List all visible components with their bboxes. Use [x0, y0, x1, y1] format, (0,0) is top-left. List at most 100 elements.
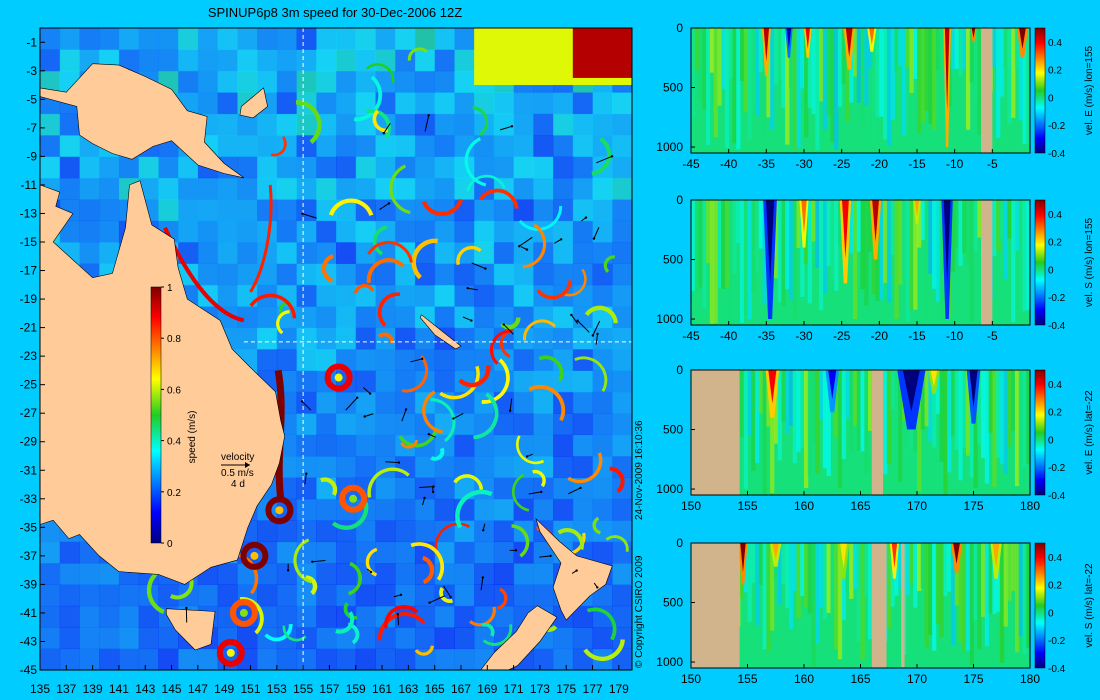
speed-cell: [336, 28, 357, 50]
section-texture: [698, 200, 703, 288]
speed-cell: [257, 156, 278, 179]
section-column-core: [1019, 28, 1026, 49]
section-colorbar-label: 0.2: [1048, 408, 1062, 419]
section-texture: [743, 543, 748, 593]
arrow-head: [570, 313, 573, 317]
section-texture: [724, 28, 730, 148]
section-texture: [755, 200, 760, 273]
speed-cell: [99, 627, 120, 650]
arrow-head: [592, 237, 596, 240]
velocity-arrow: [453, 412, 464, 419]
speed-cell: [493, 242, 515, 264]
speed-cell: [336, 284, 357, 307]
section-panel: 150 155 160 165 170 175 180 0 500 1000 0.4 0.2 0 -0.2…: [656, 363, 1095, 513]
speed-cell: [375, 263, 396, 286]
section-texture: [913, 200, 918, 310]
speed-cell: [336, 177, 357, 200]
speed-cell: [336, 584, 357, 607]
speed-cell: [513, 199, 534, 222]
x-tick-label: 145: [162, 682, 182, 696]
section-texture: [950, 370, 956, 437]
speed-cell: [316, 434, 337, 457]
speed-cell: [138, 156, 159, 179]
speed-cell: [316, 28, 337, 50]
section-texture: [969, 28, 974, 83]
speed-cell: [40, 28, 61, 50]
speed-cell: [572, 434, 594, 457]
speed-cell: [158, 49, 179, 72]
speed-cell: [138, 648, 159, 671]
speed-cell: [493, 306, 515, 329]
speed-cell: [355, 391, 376, 414]
section-texture: [935, 200, 941, 302]
speed-cell: [493, 284, 515, 307]
section-colorbar-label: 0.4: [1048, 38, 1062, 49]
speed-cell: [217, 242, 238, 264]
speed-cell: [572, 135, 594, 157]
section-texture: [822, 370, 828, 469]
speed-cell: [592, 434, 613, 457]
speed-cell: [474, 135, 495, 157]
speed-cell: [513, 563, 534, 585]
eddy-ring: [339, 484, 368, 513]
speed-cell: [296, 541, 317, 564]
section-texture: [856, 200, 861, 252]
speed-cell: [513, 92, 534, 115]
section-texture: [800, 543, 805, 597]
speed-cell: [197, 70, 219, 93]
filament: [343, 602, 358, 620]
filament: [557, 528, 584, 551]
speed-cell: [336, 648, 357, 671]
speed-cell: [316, 349, 337, 371]
speed-cell: [553, 220, 574, 243]
arrow-head: [591, 334, 595, 337]
velocity-arrow: [539, 555, 551, 558]
speed-cell: [59, 563, 80, 585]
section-texture: [860, 543, 865, 660]
speed-cell: [474, 242, 495, 264]
speed-cell: [454, 434, 475, 457]
section-texture: [834, 28, 839, 150]
speed-cell: [217, 263, 238, 286]
filament: [458, 365, 491, 388]
speed-cell: [118, 28, 140, 50]
section-texture: [1026, 28, 1031, 143]
filament: [538, 355, 564, 382]
speed-cell: [79, 563, 100, 585]
speed-cell: [197, 584, 219, 607]
section-texture: [860, 370, 865, 452]
velocity-arrow: [428, 433, 436, 438]
speed-cell: [237, 242, 258, 264]
speed-cell: [533, 584, 554, 607]
section-colorbar-label: 0.2: [1048, 581, 1062, 592]
section-texture: [913, 543, 918, 608]
legend-speed: 0.5 m/s: [221, 468, 254, 479]
section-texture: [830, 28, 835, 143]
section-texture: [702, 28, 707, 110]
speed-cell: [395, 391, 416, 414]
filament: [511, 524, 530, 558]
section-texture: [770, 370, 775, 494]
speed-cell: [276, 263, 298, 286]
speed-cell: [414, 605, 436, 628]
speed-cell: [454, 605, 475, 628]
speed-cell: [296, 284, 317, 307]
section-texture: [773, 200, 779, 279]
filament: [295, 100, 322, 145]
velocity-arrow: [301, 401, 312, 411]
section-texture: [796, 200, 801, 248]
section-column-core: [763, 28, 770, 62]
section-x-tick-label: 180: [1020, 672, 1040, 686]
arrow-head: [549, 554, 552, 558]
land: [39, 63, 613, 671]
section-texture: [766, 28, 771, 118]
filament: [439, 587, 454, 603]
section-column-core: [740, 543, 746, 573]
section-texture: [969, 370, 974, 478]
speed-cell: [493, 605, 515, 628]
speed-cell: [59, 605, 80, 628]
eddy-core: [226, 648, 235, 657]
section-y-tick-label: 0: [676, 536, 683, 550]
arrow-head: [387, 202, 391, 205]
speed-cell: [296, 177, 317, 200]
